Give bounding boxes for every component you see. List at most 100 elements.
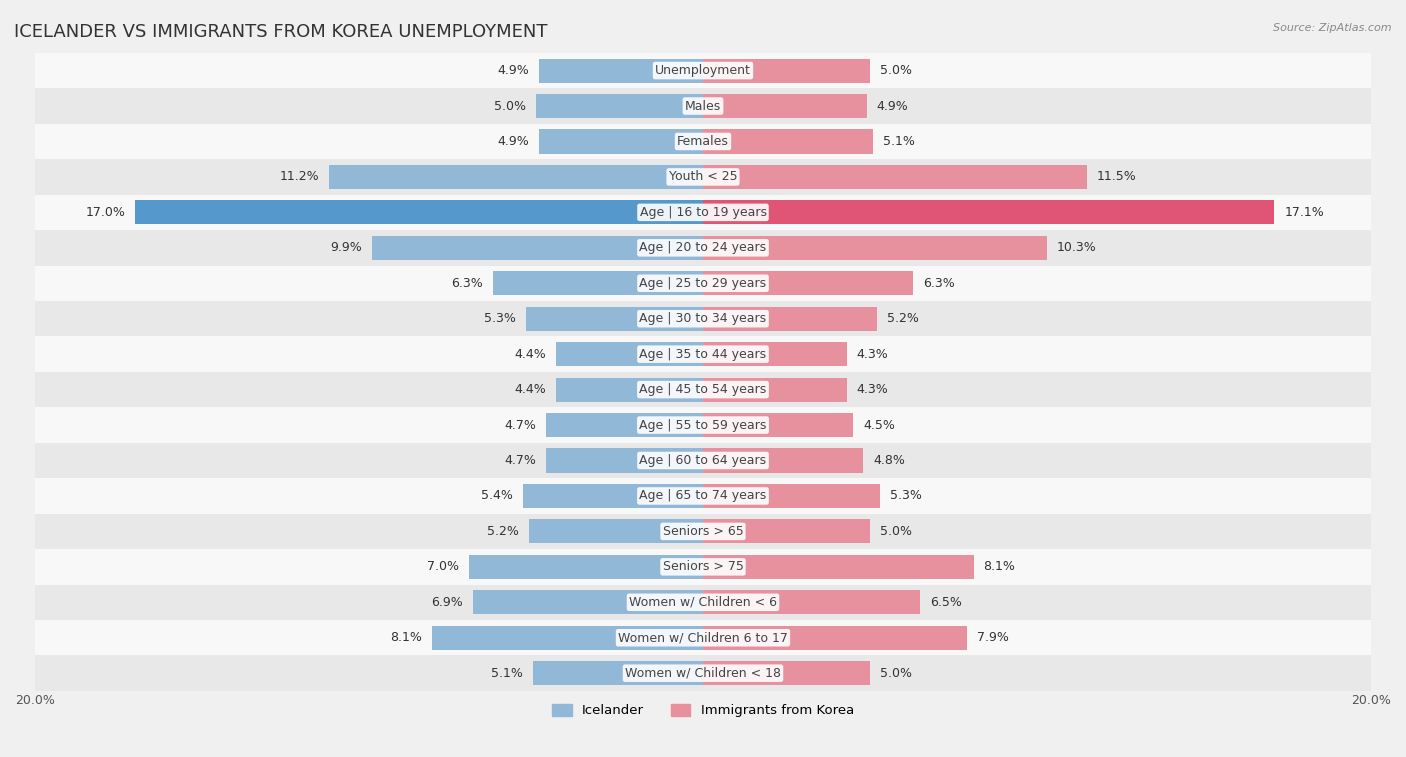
Text: Seniors > 65: Seniors > 65 bbox=[662, 525, 744, 538]
Text: 4.8%: 4.8% bbox=[873, 454, 905, 467]
Text: 5.3%: 5.3% bbox=[484, 312, 516, 326]
Text: ICELANDER VS IMMIGRANTS FROM KOREA UNEMPLOYMENT: ICELANDER VS IMMIGRANTS FROM KOREA UNEMP… bbox=[14, 23, 547, 41]
Text: Age | 45 to 54 years: Age | 45 to 54 years bbox=[640, 383, 766, 396]
Text: 6.3%: 6.3% bbox=[924, 277, 955, 290]
Bar bbox=[35, 584, 1371, 620]
Bar bbox=[703, 448, 863, 472]
Text: 6.3%: 6.3% bbox=[451, 277, 482, 290]
Bar bbox=[540, 129, 703, 154]
Text: Females: Females bbox=[678, 135, 728, 148]
Bar bbox=[529, 519, 703, 544]
Bar bbox=[703, 129, 873, 154]
Text: 8.1%: 8.1% bbox=[984, 560, 1015, 573]
Text: 11.2%: 11.2% bbox=[280, 170, 319, 183]
Text: 4.4%: 4.4% bbox=[515, 383, 546, 396]
Bar bbox=[35, 407, 1371, 443]
Bar bbox=[703, 661, 870, 685]
Bar bbox=[35, 372, 1371, 407]
Bar bbox=[555, 378, 703, 402]
Bar bbox=[703, 165, 1087, 189]
Text: Women w/ Children 6 to 17: Women w/ Children 6 to 17 bbox=[619, 631, 787, 644]
Bar bbox=[373, 235, 703, 260]
Text: 4.3%: 4.3% bbox=[856, 347, 889, 360]
Bar bbox=[546, 413, 703, 437]
Text: 5.0%: 5.0% bbox=[880, 667, 912, 680]
Bar bbox=[703, 484, 880, 508]
Bar bbox=[526, 307, 703, 331]
Bar bbox=[35, 230, 1371, 266]
Bar bbox=[35, 336, 1371, 372]
Text: Source: ZipAtlas.com: Source: ZipAtlas.com bbox=[1274, 23, 1392, 33]
Bar bbox=[555, 342, 703, 366]
Text: Women w/ Children < 6: Women w/ Children < 6 bbox=[628, 596, 778, 609]
Text: Seniors > 75: Seniors > 75 bbox=[662, 560, 744, 573]
Text: 4.9%: 4.9% bbox=[498, 135, 529, 148]
Text: 7.0%: 7.0% bbox=[427, 560, 460, 573]
Bar bbox=[546, 448, 703, 472]
Text: 9.9%: 9.9% bbox=[330, 241, 363, 254]
Text: 7.9%: 7.9% bbox=[977, 631, 1008, 644]
Text: Age | 16 to 19 years: Age | 16 to 19 years bbox=[640, 206, 766, 219]
Bar bbox=[703, 590, 920, 615]
Bar bbox=[492, 271, 703, 295]
Text: 6.9%: 6.9% bbox=[430, 596, 463, 609]
Text: 5.1%: 5.1% bbox=[491, 667, 523, 680]
Text: 4.9%: 4.9% bbox=[498, 64, 529, 77]
Bar bbox=[329, 165, 703, 189]
Bar bbox=[35, 514, 1371, 549]
Bar bbox=[703, 235, 1047, 260]
Bar bbox=[35, 549, 1371, 584]
Bar bbox=[703, 94, 866, 118]
Bar bbox=[703, 378, 846, 402]
Bar bbox=[703, 201, 1274, 224]
Text: Age | 25 to 29 years: Age | 25 to 29 years bbox=[640, 277, 766, 290]
Bar bbox=[35, 266, 1371, 301]
Text: 4.5%: 4.5% bbox=[863, 419, 896, 431]
Bar bbox=[703, 342, 846, 366]
Bar bbox=[703, 271, 914, 295]
Bar bbox=[470, 555, 703, 579]
Text: 5.2%: 5.2% bbox=[488, 525, 519, 538]
Bar bbox=[523, 484, 703, 508]
Bar bbox=[135, 201, 703, 224]
Text: 5.0%: 5.0% bbox=[880, 525, 912, 538]
Text: Age | 55 to 59 years: Age | 55 to 59 years bbox=[640, 419, 766, 431]
Bar bbox=[533, 661, 703, 685]
Text: 4.3%: 4.3% bbox=[856, 383, 889, 396]
Text: Youth < 25: Youth < 25 bbox=[669, 170, 737, 183]
Text: Age | 30 to 34 years: Age | 30 to 34 years bbox=[640, 312, 766, 326]
Text: 4.7%: 4.7% bbox=[505, 419, 536, 431]
Text: 4.4%: 4.4% bbox=[515, 347, 546, 360]
Bar bbox=[703, 626, 967, 650]
Text: 5.4%: 5.4% bbox=[481, 490, 513, 503]
Bar bbox=[35, 159, 1371, 195]
Text: Age | 60 to 64 years: Age | 60 to 64 years bbox=[640, 454, 766, 467]
Text: 5.3%: 5.3% bbox=[890, 490, 922, 503]
Legend: Icelander, Immigrants from Korea: Icelander, Immigrants from Korea bbox=[547, 699, 859, 723]
Text: 5.0%: 5.0% bbox=[494, 99, 526, 113]
Text: Males: Males bbox=[685, 99, 721, 113]
Bar bbox=[703, 307, 877, 331]
Bar bbox=[703, 519, 870, 544]
Bar bbox=[472, 590, 703, 615]
Text: 8.1%: 8.1% bbox=[391, 631, 422, 644]
Text: 17.1%: 17.1% bbox=[1284, 206, 1324, 219]
Bar bbox=[703, 555, 973, 579]
Text: 4.7%: 4.7% bbox=[505, 454, 536, 467]
Bar bbox=[35, 195, 1371, 230]
Bar bbox=[35, 301, 1371, 336]
Text: 10.3%: 10.3% bbox=[1057, 241, 1097, 254]
Bar bbox=[540, 58, 703, 83]
Text: 11.5%: 11.5% bbox=[1097, 170, 1137, 183]
Bar bbox=[35, 123, 1371, 159]
Bar bbox=[35, 53, 1371, 89]
Bar bbox=[536, 94, 703, 118]
Text: 17.0%: 17.0% bbox=[86, 206, 125, 219]
Text: 5.0%: 5.0% bbox=[880, 64, 912, 77]
Text: 4.9%: 4.9% bbox=[877, 99, 908, 113]
Bar bbox=[35, 478, 1371, 514]
Bar bbox=[35, 656, 1371, 691]
Bar bbox=[433, 626, 703, 650]
Bar bbox=[35, 443, 1371, 478]
Text: 6.5%: 6.5% bbox=[931, 596, 962, 609]
